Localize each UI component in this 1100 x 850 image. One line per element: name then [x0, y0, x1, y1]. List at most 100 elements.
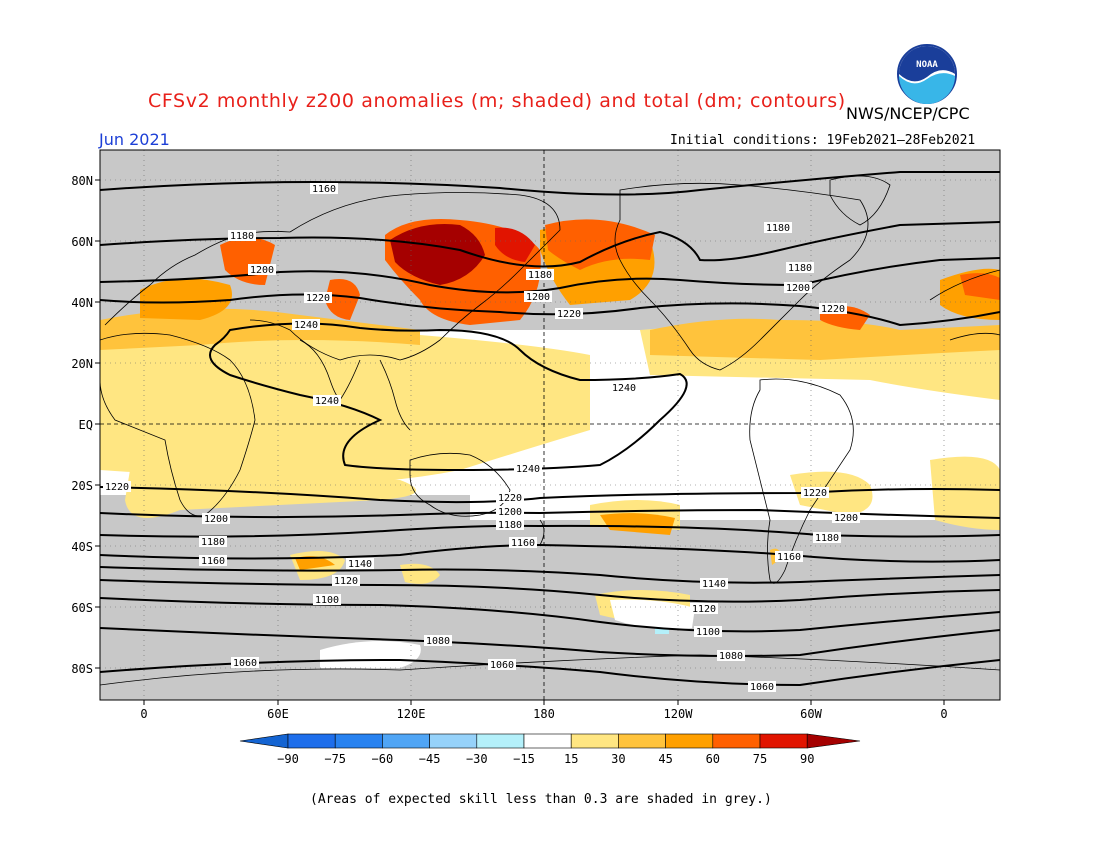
svg-text:1240: 1240	[516, 464, 540, 475]
svg-text:1120: 1120	[692, 604, 716, 615]
longitude-labels: 0 60E 120E 180 120W 60W 0	[140, 707, 947, 721]
colorbar-tick-label: −90	[277, 752, 299, 766]
svg-text:1100: 1100	[315, 595, 339, 606]
anomaly-15-30-sa	[790, 471, 873, 515]
svg-text:1180: 1180	[815, 533, 839, 544]
lon-label: 120W	[664, 707, 694, 721]
lat-label: 40S	[71, 540, 93, 554]
lon-label: 0	[940, 707, 947, 721]
equator-dateline	[100, 150, 1000, 700]
colorbar-arrow-high	[806, 733, 861, 749]
contour-label: 1240	[292, 319, 320, 331]
contour-1120-s	[100, 579, 1000, 603]
contour-label: 1100	[694, 626, 722, 638]
svg-text:1060: 1060	[490, 660, 514, 671]
lat-label: 60S	[71, 601, 93, 615]
svg-text:1240: 1240	[612, 383, 636, 394]
low-anomaly-so	[610, 599, 695, 629]
coast-namerica	[614, 182, 869, 371]
contour-1180-s	[100, 524, 1000, 538]
lon-label: 180	[533, 707, 555, 721]
coast-antarctica	[100, 654, 1000, 686]
agency-label: NWS/NCEP/CPC	[846, 104, 970, 123]
coast-asia	[249, 192, 561, 361]
colorbar-tick-label: −45	[419, 752, 441, 766]
contour-label: 1160	[310, 183, 338, 195]
svg-text:1200: 1200	[250, 265, 274, 276]
lat-label: 40N	[71, 296, 93, 310]
svg-text:1180: 1180	[788, 263, 812, 274]
colorbar-swatch	[570, 733, 619, 749]
svg-text:1200: 1200	[786, 283, 810, 294]
coastlines	[100, 175, 1000, 686]
coast-samerica	[749, 378, 854, 584]
contour-label: 1140	[346, 558, 374, 570]
contour-label: 1200	[832, 512, 860, 524]
colorbar-swatch	[523, 733, 572, 749]
contour-label: 1180	[764, 222, 792, 234]
svg-text:1140: 1140	[348, 559, 372, 570]
coast-africa	[100, 332, 256, 517]
svg-text:1200: 1200	[498, 507, 522, 518]
svg-text:1180: 1180	[201, 537, 225, 548]
svg-text:1220: 1220	[105, 482, 129, 493]
svg-text:1240: 1240	[294, 320, 318, 331]
lat-label: 20N	[71, 357, 93, 371]
contour-label: 1060	[748, 681, 776, 693]
svg-text:1220: 1220	[498, 493, 522, 504]
coast-se-asia	[379, 359, 411, 431]
svg-text:1180: 1180	[528, 270, 552, 281]
colorbar-tick-label: 90	[800, 752, 814, 766]
contour-1160-n	[100, 171, 1000, 196]
lon-label: 60E	[267, 707, 289, 721]
contour-label: 1180	[786, 262, 814, 274]
contour-label: 1220	[304, 292, 332, 304]
contour-label: 1080	[424, 635, 452, 647]
initial-conditions: Initial conditions: 19Feb2021–28Feb2021	[670, 133, 976, 148]
contour-label: 1200	[496, 506, 524, 518]
map-frame	[99, 149, 1001, 701]
colorbar-tick-label: 30	[611, 752, 625, 766]
contour-label: 1060	[231, 657, 259, 669]
colorbar-tick-label: 60	[706, 752, 720, 766]
svg-text:1240: 1240	[315, 396, 339, 407]
latitude-labels: 80N 60N 40N 20N EQ 20S 40S 60S 80S	[71, 174, 93, 676]
contour-1240-n	[209, 322, 688, 472]
colorbar-tick-label: −15	[513, 752, 535, 766]
white-band-south	[470, 480, 1000, 520]
contour-label: 1220	[801, 487, 829, 499]
svg-text:1220: 1220	[821, 304, 845, 315]
contour-label: 1180	[526, 269, 554, 281]
coast-africa-2	[949, 332, 1000, 341]
lat-label: 20S	[71, 479, 93, 493]
colorbar-labels: −90 −75 −60 −45 −30 −15 15 30 45 60 75 90	[277, 752, 814, 766]
anomaly-45-60-europe	[140, 278, 232, 320]
contour-label: 1240	[313, 395, 341, 407]
svg-text:1200: 1200	[204, 514, 228, 525]
lon-label: 60W	[800, 707, 822, 721]
contour-label: 1240	[514, 463, 542, 475]
contour-label: 1240	[610, 382, 638, 394]
svg-text:1060: 1060	[750, 682, 774, 693]
colorbar-swatch	[665, 733, 714, 749]
contour-label: 1160	[199, 555, 227, 567]
svg-text:1220: 1220	[803, 488, 827, 499]
svg-text:1200: 1200	[526, 292, 550, 303]
lon-label: 120E	[397, 707, 426, 721]
colorbar-swatch	[334, 733, 383, 749]
low-anomaly-small	[655, 628, 669, 634]
anomaly-60-75-caspian	[325, 279, 360, 320]
noaa-logo: NOAA	[897, 44, 957, 104]
colorbar-tick-label: 75	[753, 752, 767, 766]
contour-label: 1160	[509, 537, 537, 549]
contour-label: 1160	[775, 551, 803, 563]
svg-text:1180: 1180	[498, 520, 522, 531]
contour-1160-s	[100, 543, 1000, 563]
noaa-logo-text: NOAA	[916, 60, 938, 70]
anomaly-75-90-asia	[390, 224, 485, 285]
anomaly-15-30-south	[125, 462, 416, 518]
coast-india	[299, 339, 361, 401]
anomaly-60-75-npac	[545, 219, 655, 270]
coast-europe-2	[929, 269, 1000, 301]
map-title: CFSv2 monthly z200 anomalies (m; shaded)…	[148, 90, 846, 112]
